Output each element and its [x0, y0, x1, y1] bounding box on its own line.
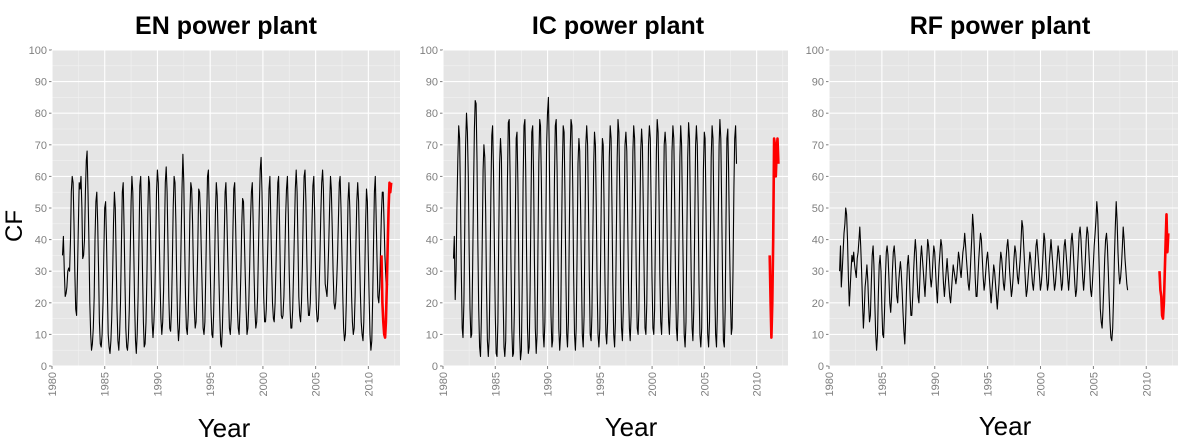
panel-en: EN power plant 0 10 20 30 40 50 60 70 80 90 100 198…	[29, 12, 400, 443]
x-tick-label: 2010	[752, 372, 764, 396]
y-tick-label: 90	[812, 77, 824, 89]
x-tick-label: 2005	[1088, 372, 1100, 396]
series-line-historical	[61, 150, 389, 354]
y-tick-label: 0	[432, 361, 438, 373]
x-tick-label: 1985	[877, 372, 889, 396]
y-tick-label: 20	[35, 298, 47, 310]
series-line-historical	[839, 201, 1129, 351]
x-tick-label: 2000	[1036, 372, 1048, 396]
y-tick-label: 70	[35, 140, 47, 152]
y-tick-label: 100	[420, 45, 438, 57]
y-tick-label: 10	[426, 329, 438, 341]
y-tick-label: 50	[812, 203, 824, 215]
y-tick-label: 60	[812, 171, 824, 183]
x-tick-label: 1985	[100, 372, 112, 396]
x-tick-label: 1990	[152, 372, 164, 396]
x-tick-label: 1995	[595, 372, 607, 396]
x-tick-label: 1980	[47, 372, 59, 396]
x-tick-label: 2005	[311, 372, 323, 396]
chart-title: RF power plant	[910, 12, 1091, 40]
series-line-recent	[1158, 213, 1170, 320]
panel-ic: IC power plant 0 10 20 30 40 50 60 70 80 90 100 198…	[420, 12, 788, 442]
y-tick-label: 30	[426, 266, 438, 278]
series-line-historical	[452, 96, 738, 361]
y-tick-label: 90	[426, 77, 438, 89]
y-tick-label: 40	[812, 235, 824, 247]
y-tick-label: 50	[426, 203, 438, 215]
y-tick-label: 80	[35, 108, 47, 120]
x-axis-label: Year	[979, 411, 1032, 441]
y-tick-label: 70	[812, 140, 824, 152]
y-axis-label: CF	[1, 210, 28, 242]
x-tick-label: 2000	[258, 372, 270, 396]
x-tick-label: 1995	[205, 372, 217, 396]
series-line-recent	[380, 181, 393, 339]
y-tick-label: 60	[35, 171, 47, 183]
x-axis-label: Year	[605, 412, 658, 442]
x-tick-label: 2010	[1141, 372, 1153, 396]
plot-area: 0 10 20 30 40 50 60 70 80 90 100 1980 1985 1990 1995 20…	[29, 45, 400, 396]
y-tick-label: 20	[426, 298, 438, 310]
y-tick-label: 20	[812, 298, 824, 310]
x-tick-label: 1995	[983, 372, 995, 396]
y-tick-label: 40	[426, 235, 438, 247]
chart-title: IC power plant	[532, 12, 705, 40]
y-tick-label: 30	[35, 266, 47, 278]
y-tick-label: 0	[818, 361, 824, 373]
y-tick-label: 80	[426, 108, 438, 120]
x-tick-label: 2010	[363, 372, 375, 396]
y-tick-label: 80	[812, 108, 824, 120]
plot-area: 0 10 20 30 40 50 60 70 80 90 100 1980 1985 1990 1995 20…	[806, 45, 1178, 396]
y-tick-label: 10	[35, 329, 47, 341]
x-tick-label: 2000	[647, 372, 659, 396]
chart-title: EN power plant	[135, 12, 318, 40]
x-axis-label: Year	[198, 413, 251, 443]
y-tick-label: 0	[41, 361, 47, 373]
x-tick-label: 1985	[490, 372, 502, 396]
y-tick-label: 100	[29, 45, 47, 57]
y-tick-label: 90	[35, 77, 47, 89]
y-tick-label: 40	[35, 235, 47, 247]
panel-rf: RF power plant 0 10 20 30 40 50 60 70 80 90 100 198…	[806, 12, 1178, 441]
plot-area: 0 10 20 30 40 50 60 70 80 90 100 1980 1985 1990 1995 20…	[420, 45, 788, 396]
x-tick-label: 1990	[930, 372, 942, 396]
x-tick-label: 1990	[543, 372, 555, 396]
series-line-recent	[768, 137, 780, 339]
y-tick-label: 30	[812, 266, 824, 278]
x-tick-label: 2005	[699, 372, 711, 396]
x-tick-label: 1980	[824, 372, 836, 396]
y-tick-label: 100	[806, 45, 824, 57]
y-tick-label: 50	[35, 203, 47, 215]
x-tick-label: 1980	[438, 372, 450, 396]
y-tick-label: 10	[812, 329, 824, 341]
y-tick-label: 70	[426, 140, 438, 152]
y-tick-label: 60	[426, 171, 438, 183]
